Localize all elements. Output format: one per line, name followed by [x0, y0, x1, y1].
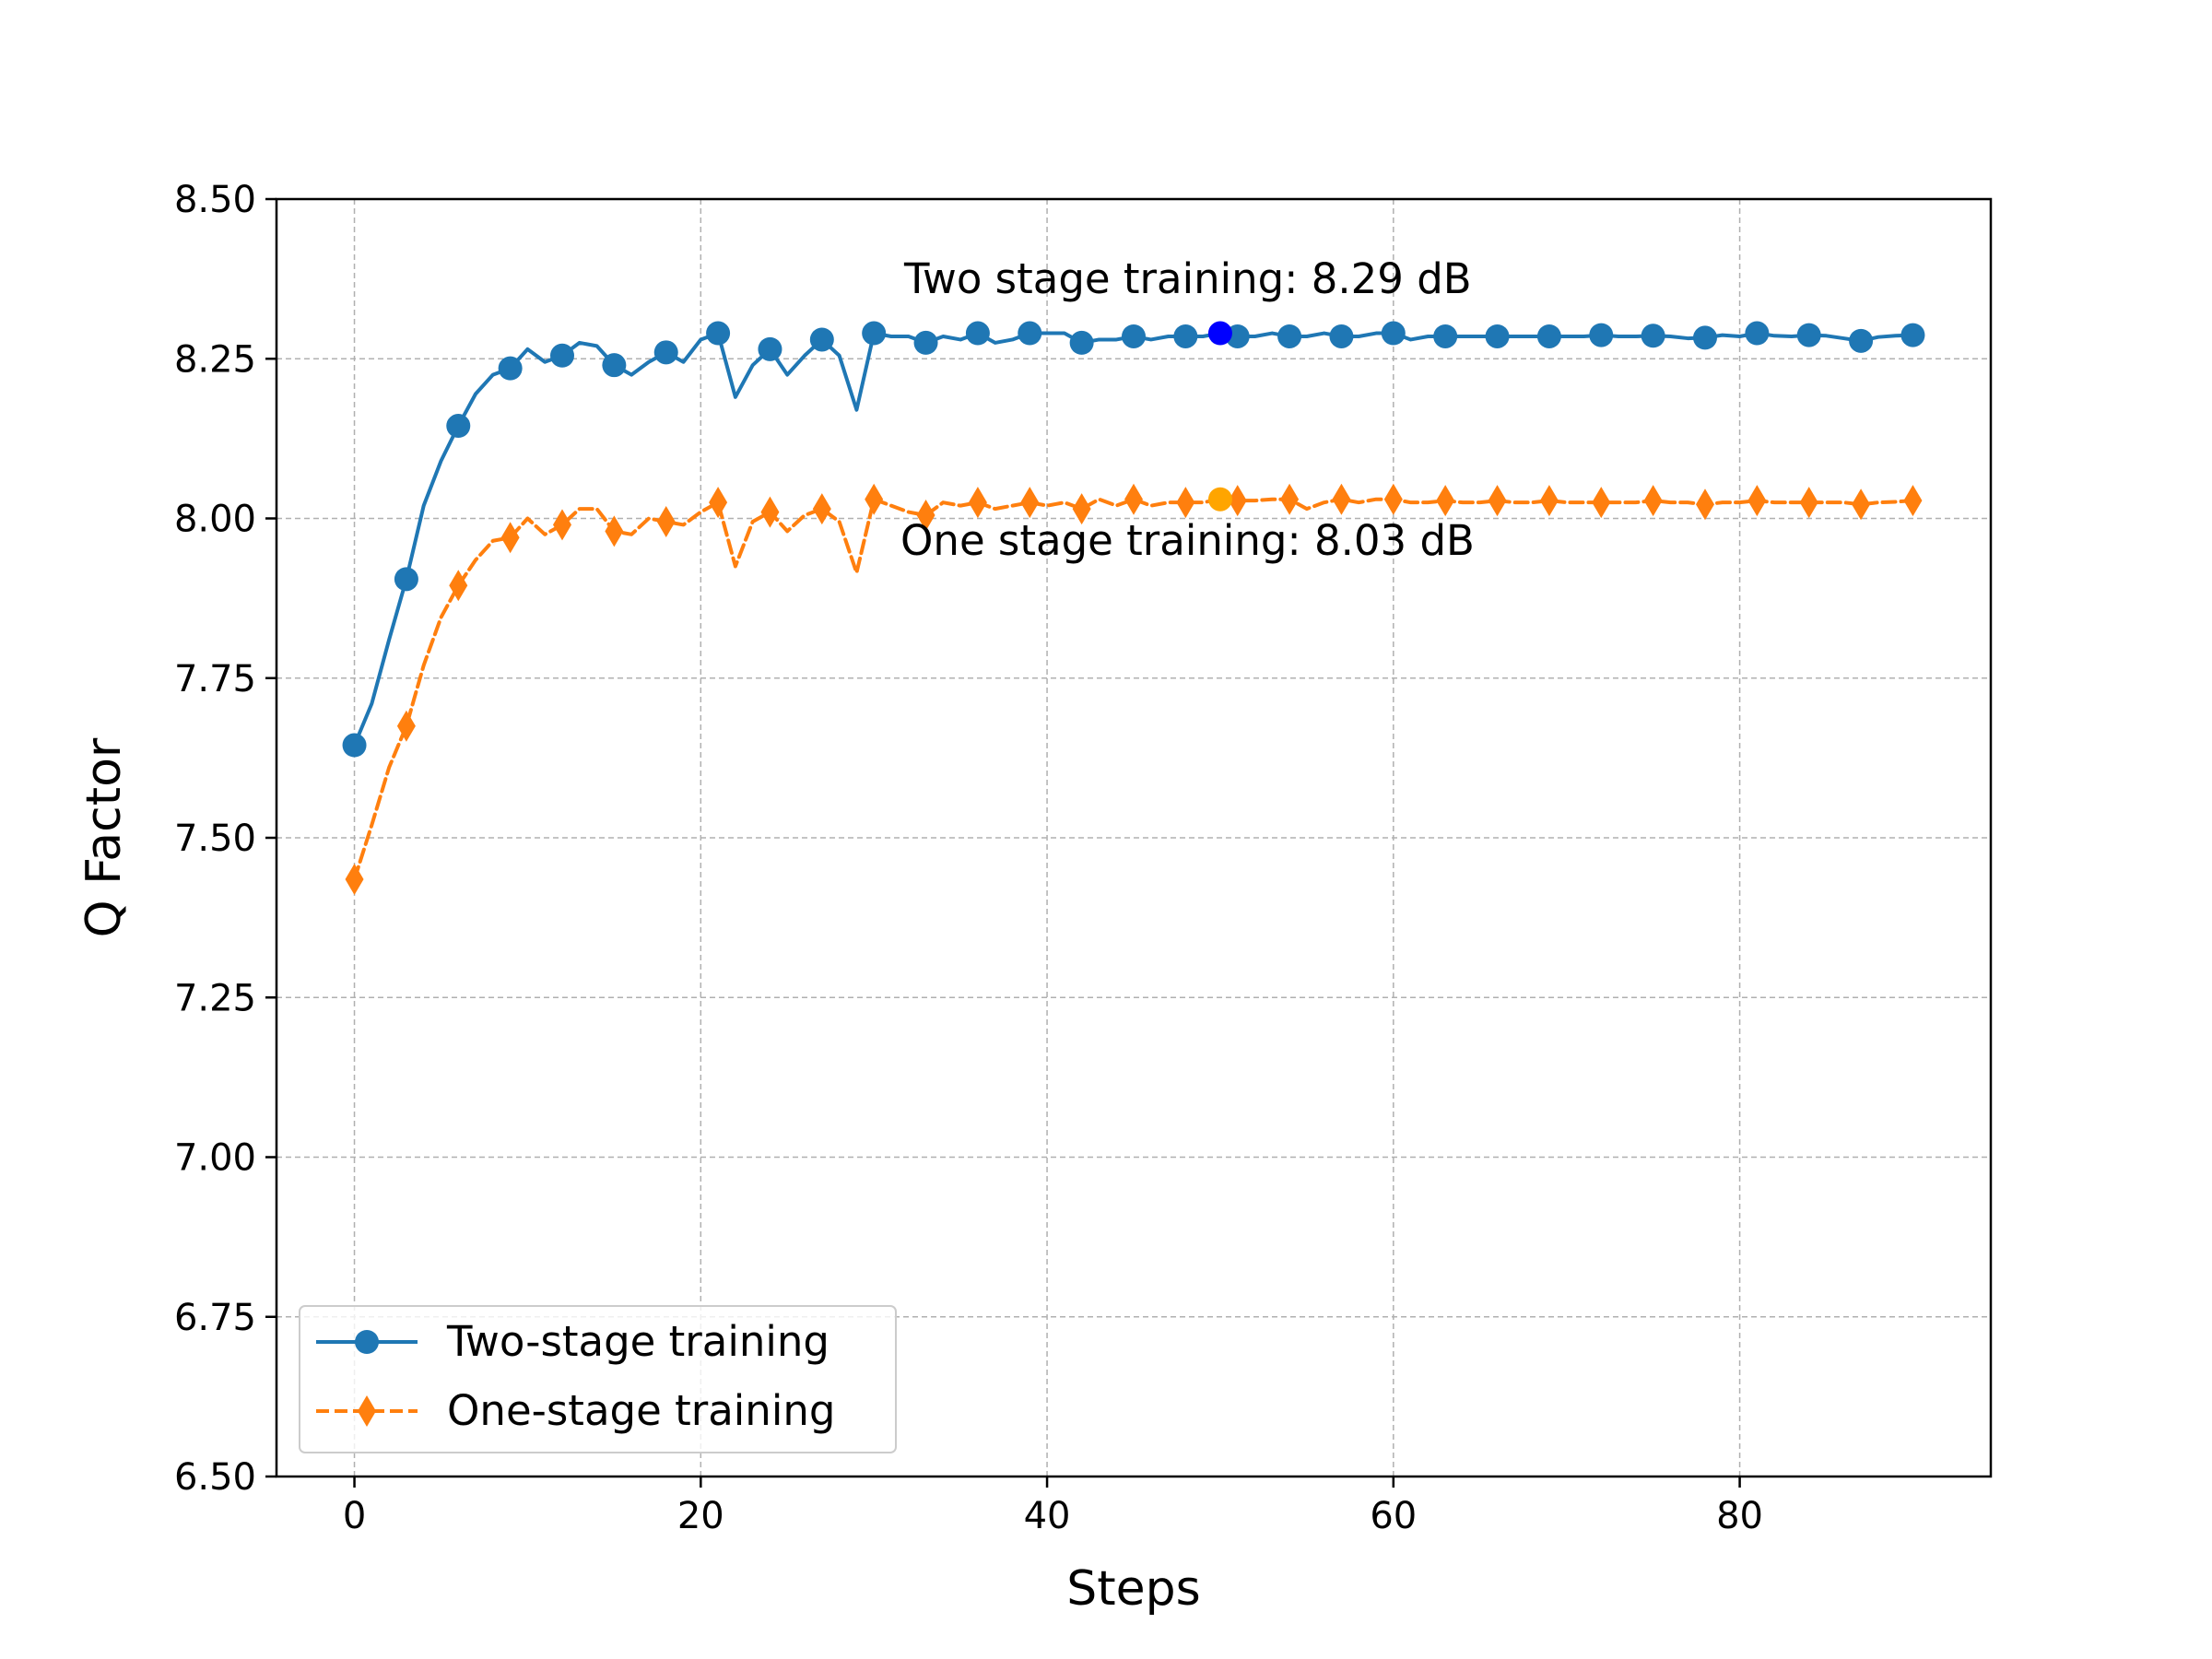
data-point-marker: [1381, 321, 1406, 346]
data-point-marker: [1488, 485, 1507, 517]
data-point-marker: [449, 570, 468, 602]
data-point-marker: [1228, 485, 1247, 517]
data-point-marker: [1122, 324, 1146, 348]
x-tick-label: 20: [677, 1495, 724, 1537]
data-point-marker: [809, 327, 834, 352]
data-point-marker: [1329, 324, 1354, 348]
axis-ticks: 0 20 40 60 80 6.50 6.75 7.00 7.25 7.50 7.75 8.00 8.2…: [174, 179, 1763, 1537]
y-tick-label: 6.75: [174, 1297, 256, 1339]
data-point-marker: [605, 515, 624, 547]
y-tick-label: 6.50: [174, 1456, 256, 1499]
legend-label-two-stage: Two-stage training: [446, 1317, 830, 1366]
data-point-marker: [396, 710, 416, 742]
highlight-points: [1207, 321, 1232, 512]
legend-marker-swatch: [355, 1330, 379, 1354]
y-tick-label: 7.00: [174, 1137, 256, 1180]
data-point-marker: [1643, 485, 1663, 517]
data-point-marker: [1900, 323, 1925, 347]
y-tick-label: 7.25: [174, 977, 256, 1019]
legend: Two-stage training One-stage training: [299, 1305, 897, 1453]
data-point-marker: [656, 505, 676, 537]
data-point-marker: [1332, 483, 1351, 515]
data-point-marker: [706, 321, 731, 346]
data-point-marker: [865, 483, 884, 515]
data-point-marker: [1069, 330, 1094, 355]
data-point-marker: [1020, 487, 1040, 519]
y-axis-title: Q Factor: [76, 737, 132, 937]
data-point-marker: [394, 567, 418, 592]
x-tick-label: 40: [1024, 1495, 1071, 1537]
x-tick-label: 80: [1716, 1495, 1763, 1537]
highlight-point: [1207, 487, 1232, 512]
legend-marker-swatch: [358, 1395, 376, 1427]
data-point-marker: [965, 321, 990, 346]
data-point-marker: [1176, 487, 1195, 519]
data-point-marker: [758, 336, 782, 361]
data-point-marker: [1124, 483, 1143, 515]
data-point-marker: [345, 864, 364, 896]
y-tick-label: 8.50: [174, 179, 256, 221]
data-point-marker: [1852, 488, 1871, 521]
data-point-marker: [812, 493, 831, 525]
series-one-stage: [345, 483, 1923, 896]
data-point-marker: [968, 487, 987, 519]
highlight-label-two-stage: Two stage training: 8.29 dB: [903, 254, 1472, 303]
data-point-marker: [1536, 324, 1561, 348]
data-point-marker: [1693, 325, 1717, 350]
data-point-marker: [498, 356, 523, 381]
data-point-marker: [1433, 324, 1458, 348]
data-point-marker: [653, 340, 678, 365]
data-point-marker: [1539, 485, 1559, 517]
data-point-marker: [1383, 483, 1403, 515]
y-tick-label: 7.50: [174, 818, 256, 860]
data-point-marker: [500, 522, 520, 554]
data-point-marker: [1173, 324, 1198, 348]
data-series: [342, 321, 1925, 896]
data-point-marker: [1747, 485, 1767, 517]
data-point-marker: [1485, 324, 1510, 348]
x-tick-label: 0: [343, 1495, 366, 1537]
data-point-marker: [1436, 485, 1455, 517]
data-point-marker: [1849, 328, 1874, 353]
data-point-marker: [916, 500, 935, 532]
data-point-marker: [1280, 483, 1300, 515]
data-point-marker: [1796, 323, 1821, 347]
data-point-marker: [550, 343, 574, 368]
data-point-marker: [1072, 493, 1091, 525]
data-point-marker: [1799, 487, 1818, 519]
x-tick-label: 60: [1370, 1495, 1417, 1537]
data-point-marker: [342, 733, 367, 758]
legend-label-one-stage: One-stage training: [447, 1386, 835, 1435]
data-point-marker: [553, 509, 571, 541]
data-point-marker: [862, 321, 887, 346]
data-point-marker: [1745, 321, 1770, 346]
highlight-label-one-stage: One stage training: 8.03 dB: [900, 516, 1475, 565]
data-point-marker: [602, 353, 627, 378]
data-point-marker: [1641, 324, 1665, 348]
data-point-marker: [760, 496, 780, 528]
data-point-marker: [1277, 324, 1302, 348]
legend-box: [299, 1305, 897, 1453]
x-axis-title: Steps: [1066, 1561, 1201, 1617]
data-point-marker: [913, 330, 938, 355]
y-tick-label: 8.25: [174, 338, 256, 381]
y-tick-label: 8.00: [174, 499, 256, 541]
data-point-marker: [1589, 323, 1614, 347]
data-point-marker: [1018, 321, 1042, 346]
data-point-marker: [709, 487, 728, 519]
data-point-marker: [1592, 487, 1611, 519]
data-point-marker: [446, 414, 471, 439]
highlight-point: [1207, 321, 1232, 346]
y-tick-label: 7.75: [174, 658, 256, 700]
legend-swatches: [316, 1330, 418, 1427]
data-point-marker: [1696, 488, 1714, 521]
data-point-marker: [1903, 485, 1923, 517]
